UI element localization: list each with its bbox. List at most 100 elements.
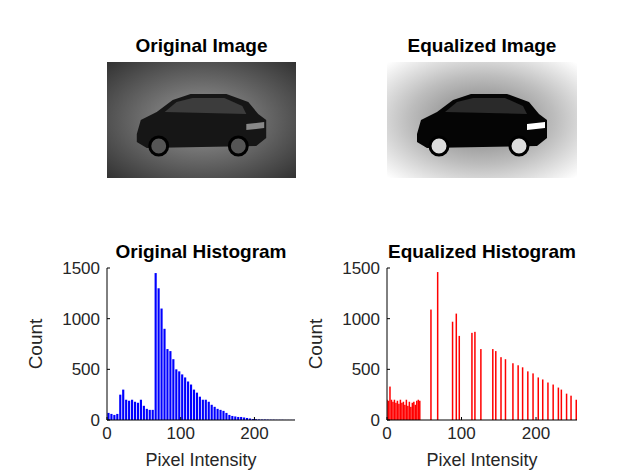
bar: [412, 403, 414, 420]
histogram-bar: [196, 393, 198, 420]
x-axis-line: [387, 420, 577, 421]
bar: [505, 359, 507, 420]
histogram-bar: [199, 397, 201, 420]
histogram-bar: [214, 407, 216, 420]
y-tick: [387, 268, 390, 269]
y-tick-label: 500: [352, 360, 380, 379]
bar: [456, 314, 458, 420]
histogram-bar: [146, 409, 148, 420]
image-panel: [107, 62, 296, 178]
histogram-bar: [190, 385, 192, 420]
bar: [437, 272, 439, 420]
car-wheel: [510, 137, 528, 155]
car-wheel: [150, 137, 168, 155]
histogram-bar: [219, 410, 221, 420]
x-tick-label: 200: [522, 424, 550, 443]
figure: Original Image Equalized Image 0 100 200 0 500…: [0, 0, 638, 473]
bar: [538, 377, 540, 420]
bar: [409, 402, 411, 420]
histogram-bar: [160, 309, 162, 420]
y-axis-label: Count: [305, 318, 326, 369]
bar: [552, 385, 554, 420]
y-tick-label: 1000: [62, 310, 100, 329]
bar: [492, 349, 494, 420]
car-window: [445, 98, 527, 114]
histogram-bar: [143, 406, 145, 420]
bar: [400, 400, 402, 420]
bar: [566, 394, 568, 420]
y-axis-line: [107, 268, 108, 420]
histogram-bar: [110, 414, 112, 420]
y-tick-label: 1000: [342, 310, 380, 329]
bar: [418, 400, 420, 420]
marks: [387, 272, 577, 420]
image-title: Equalized Image: [408, 35, 557, 56]
image-background: [387, 62, 577, 178]
histogram-bar: [140, 400, 142, 420]
bar: [452, 322, 454, 420]
bar: [401, 403, 403, 420]
bar: [471, 333, 473, 420]
histogram-bar: [149, 410, 151, 420]
y-tick: [387, 420, 390, 421]
y-tick: [107, 318, 110, 319]
x-tick-label: 0: [102, 424, 111, 443]
histogram-bar: [107, 413, 109, 420]
x-tick-label: 100: [167, 424, 195, 443]
bar: [522, 367, 524, 420]
bar: [419, 401, 421, 420]
histogram-bar: [131, 400, 133, 420]
car-window: [165, 98, 247, 114]
histogram-bar: [155, 273, 157, 420]
histogram-bar: [113, 415, 115, 420]
x-tick-label: 100: [447, 424, 475, 443]
bar: [410, 407, 412, 420]
bar: [394, 400, 396, 420]
bar: [391, 400, 393, 420]
histogram-bar: [152, 410, 154, 420]
y-tick-label: 0: [371, 411, 380, 430]
car-wheel: [430, 137, 448, 155]
bar: [480, 349, 482, 420]
histogram-bar: [163, 329, 165, 420]
bar: [406, 400, 408, 420]
x-tick-label: 0: [382, 424, 391, 443]
marks: [107, 273, 295, 420]
histogram-bar: [202, 400, 204, 420]
car-highlight: [246, 122, 264, 130]
histogram-bar: [181, 374, 183, 420]
image-title: Original Image: [136, 35, 268, 56]
histogram-bar: [217, 409, 219, 420]
histogram-bar: [205, 400, 207, 420]
histogram-bar: [225, 413, 227, 420]
bar: [403, 402, 405, 420]
histogram-bar: [211, 405, 213, 420]
bar: [388, 401, 390, 420]
histogram-bar: [166, 349, 168, 420]
histogram-bar: [119, 395, 121, 420]
plot: 0100200050010001500Original HistogramPix…: [25, 241, 295, 470]
histogram-bar: [222, 411, 224, 420]
x-tick: [536, 417, 537, 420]
bar: [430, 310, 432, 420]
bar: [416, 401, 418, 420]
histogram-bar: [158, 288, 160, 420]
chart-canvas: Original Image Equalized Image 0 100 200 0 500…: [0, 0, 638, 473]
y-tick-label: 0: [91, 411, 100, 430]
y-tick: [107, 268, 110, 269]
histogram-bar: [234, 416, 236, 420]
bar: [512, 363, 514, 420]
histogram-bar: [187, 381, 189, 420]
plot-title: Original Histogram: [115, 241, 286, 262]
bar: [392, 402, 394, 420]
bar: [397, 401, 399, 420]
bar: [459, 336, 461, 420]
bar: [517, 365, 519, 420]
histogram-bar: [178, 371, 180, 420]
image-panel: [387, 62, 577, 178]
bar: [404, 405, 406, 420]
plot-title: Equalized Histogram: [388, 241, 576, 262]
bar: [474, 332, 476, 420]
bar: [407, 406, 409, 420]
bar: [532, 373, 534, 420]
